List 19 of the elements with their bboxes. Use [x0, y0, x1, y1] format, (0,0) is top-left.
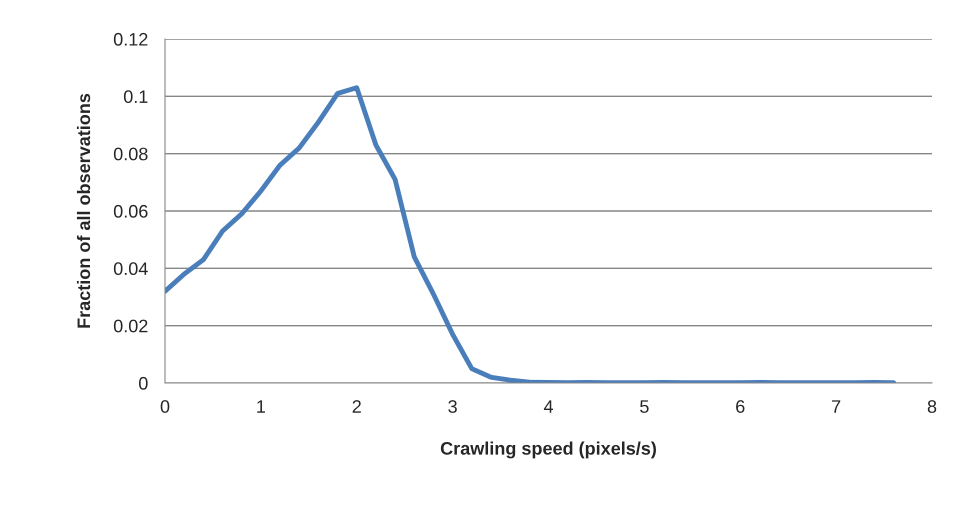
x-tick-label: 5	[640, 400, 649, 413]
x-tick-label: 7	[832, 400, 840, 413]
line-series	[165, 85, 896, 383]
y-tick-label: 0.04	[114, 262, 148, 276]
x-tick-label: 8	[928, 400, 936, 413]
x-tick-label: 2	[352, 400, 361, 413]
y-tick-label: 0.12	[114, 32, 148, 46]
x-tick-label: 4	[544, 400, 553, 413]
y-tick-label: 0.1	[124, 90, 148, 104]
x-axis-title: Crawling speed (pixels/s)	[440, 442, 656, 458]
y-tick-label: 0	[139, 376, 148, 390]
x-tick-label: 6	[736, 400, 744, 413]
y-tick-label: 0.02	[114, 320, 148, 332]
x-tick-label: 0	[160, 400, 170, 413]
y-tick-label: 0.06	[114, 204, 148, 218]
y-tick-label: 0.08	[114, 148, 148, 160]
y-axis-title: Fraction of all observations	[76, 94, 90, 328]
x-tick-label: 1	[257, 400, 266, 413]
x-tick-label: 3	[448, 400, 457, 413]
